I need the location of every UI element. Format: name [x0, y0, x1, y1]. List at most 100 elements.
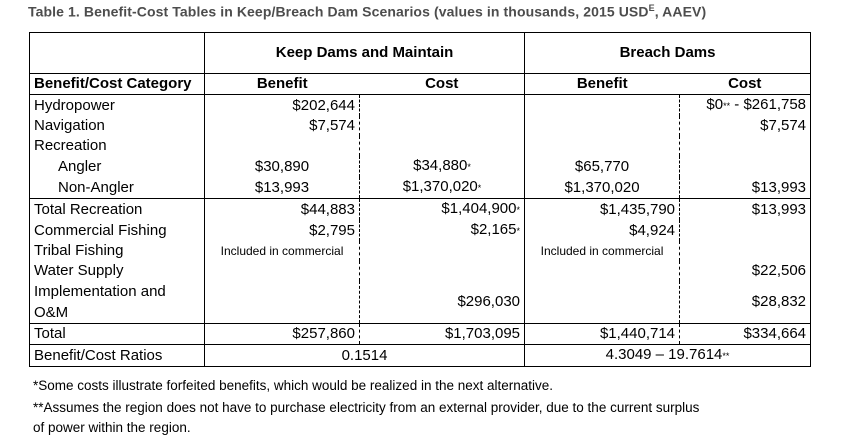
table-group-header-row: Keep Dams and Maintain Breach Dams: [29, 32, 812, 74]
footnote-marker: *: [516, 205, 521, 215]
column-header-keep-cost: Cost: [359, 73, 525, 95]
cell-breach-ratio: 4.3049 – 19.7614**: [524, 344, 812, 367]
header-breach-dams: Breach Dams: [524, 32, 812, 74]
table-row-navigation: Navigation $7,574 $7,574: [29, 116, 812, 136]
footnote-2-line2: of power within the region.: [33, 420, 191, 435]
cell-keep-cost: [360, 116, 525, 136]
row-label: Angler: [29, 156, 205, 177]
cell-breach-cost: $0** - $261,758: [679, 94, 812, 116]
table-caption: Table 1. Benefit-Cost Tables in Keep/Bre…: [28, 3, 706, 20]
footnote-1: *Some costs illustrate forfeited benefit…: [33, 378, 554, 393]
column-header-breach-benefit: Benefit: [524, 73, 680, 95]
cell-breach-benefit: $1,435,790: [524, 198, 681, 220]
cell-breach-cost-start: $0: [706, 96, 724, 113]
cell-breach-cost: $7,574: [679, 116, 812, 136]
row-label: Non-Angler: [29, 177, 205, 199]
row-label: Tribal Fishing: [29, 241, 205, 261]
row-label: Benefit/Cost Ratios: [29, 344, 205, 367]
table-row-ratio: Benefit/Cost Ratios 0.1514 4.3049 – 19.7…: [29, 344, 812, 367]
cell-keep-benefit: $44,883: [204, 198, 360, 220]
cell-keep-benefit: $7,574: [204, 116, 360, 136]
cell-keep-benefit: [204, 261, 360, 281]
benefit-cost-table: Keep Dams and Maintain Breach Dams Benef…: [29, 32, 812, 367]
cell-keep-benefit: $13,993: [204, 177, 360, 199]
table-row-hydropower: Hydropower $202,644 $0** - $261,758: [29, 94, 812, 116]
table-row-angler: Angler $30,890 $34,880* $65,770: [29, 156, 812, 177]
row-label-line2: O&M: [34, 304, 69, 321]
row-label: Recreation: [29, 136, 205, 156]
table-row-total: Total $257,860 $1,703,095 $1,440,714 $33…: [29, 323, 812, 345]
cell-keep-cost-value: $1,404,900: [441, 200, 517, 217]
row-label: Total Recreation: [29, 198, 205, 220]
column-header-keep-benefit: Benefit: [204, 73, 360, 95]
cell-breach-benefit: [524, 261, 681, 281]
row-label-line1: Implementation and: [34, 283, 166, 300]
cell-keep-cost: [359, 94, 525, 116]
cell-keep-cost: $34,880*: [360, 156, 525, 177]
caption-text: Benefit-Cost Tables in Keep/Breach Dam S…: [83, 3, 649, 20]
cell-breach-cost: [679, 136, 812, 156]
footnote-marker: **: [723, 101, 731, 111]
row-label: Hydropower: [29, 94, 205, 116]
table-column-header-row: Benefit/Cost Category Benefit Cost Benef…: [29, 73, 812, 95]
footnote-marker: *: [516, 226, 521, 236]
cell-breach-cost: $13,993: [679, 177, 812, 199]
cell-keep-cost: $2,165*: [360, 220, 525, 241]
row-label: Navigation: [29, 116, 205, 136]
cell-breach-benefit: [524, 281, 681, 324]
table-row-implementation: Implementation and O&M $296,030 $28,832: [29, 281, 812, 324]
cell-keep-cost: $296,030: [457, 293, 521, 310]
cell-keep-benefit: [204, 136, 360, 156]
cell-keep-cost: [360, 136, 525, 156]
table-row-commercial-fishing: Commercial Fishing $2,795 $2,165* $4,924: [29, 220, 812, 241]
cell-keep-benefit: $30,890: [204, 156, 360, 177]
table-row-water-supply: Water Supply $22,506: [29, 261, 812, 281]
cell-breach-benefit: Included in commercial: [524, 241, 681, 261]
cell-breach-cost: $22,506: [679, 261, 812, 281]
cell-keep-benefit: $257,860: [204, 323, 360, 345]
footnote-marker: *: [477, 183, 482, 193]
cell-keep-cost-value: $1,370,020: [402, 178, 478, 195]
cell-keep-cost: [360, 241, 525, 261]
cell-breach-benefit: [524, 94, 681, 116]
table-row-non-angler: Non-Angler $13,993 $1,370,020* $1,370,02…: [29, 177, 812, 199]
row-label: Commercial Fishing: [29, 220, 205, 241]
cell-keep-cost-value: $34,880: [413, 157, 468, 174]
cell-keep-benefit: Included in commercial: [204, 241, 360, 261]
cell-breach-cost: [679, 156, 812, 177]
cell-breach-ratio-value: 4.3049 – 19.7614: [605, 346, 723, 363]
column-header-category: Benefit/Cost Category: [29, 73, 205, 95]
header-keep-dams: Keep Dams and Maintain: [203, 32, 525, 74]
cell-breach-cost-end: - $261,758: [730, 96, 807, 113]
footnote-2-line1: **Assumes the region does not have to pu…: [33, 400, 700, 415]
cell-breach-benefit: $65,770: [524, 156, 681, 177]
cell-keep-cost: $1,703,095: [359, 323, 525, 345]
cell-keep-benefit: [204, 281, 360, 324]
cell-keep-benefit: $202,644: [204, 94, 360, 116]
cell-keep-cost: [360, 261, 525, 281]
cell-keep-cost: $1,404,900*: [359, 198, 525, 220]
cell-keep-cost-value: $2,165: [470, 221, 517, 238]
cell-keep-benefit: $2,795: [204, 220, 360, 241]
cell-breach-benefit: [524, 136, 681, 156]
cell-breach-cost: $334,664: [679, 323, 812, 345]
cell-breach-benefit: $4,924: [524, 220, 681, 241]
row-label: Implementation and O&M: [29, 281, 205, 324]
cell-breach-cost: $13,993: [679, 198, 812, 220]
caption-superscript: E: [648, 3, 655, 13]
header-blank-cell: [29, 32, 205, 74]
caption-end: , AAEV): [654, 3, 707, 20]
cell-keep-cost: $1,370,020*: [360, 177, 525, 199]
footnote-marker: *: [467, 162, 471, 172]
cell-breach-benefit: [524, 116, 681, 136]
table-row-tribal-fishing: Tribal Fishing Included in commercial In…: [29, 241, 812, 261]
column-header-breach-cost: Cost: [679, 73, 812, 95]
footnote-marker: **: [722, 351, 730, 361]
cell-breach-cost: $28,832: [679, 281, 812, 324]
cell-breach-cost: [679, 220, 812, 241]
cell-breach-benefit: $1,370,020: [524, 177, 681, 199]
row-label: Total: [29, 323, 205, 345]
table-row-total-recreation: Total Recreation $44,883 $1,404,900* $1,…: [29, 198, 812, 220]
row-label: Water Supply: [29, 261, 205, 281]
table-row-recreation: Recreation: [29, 136, 812, 156]
